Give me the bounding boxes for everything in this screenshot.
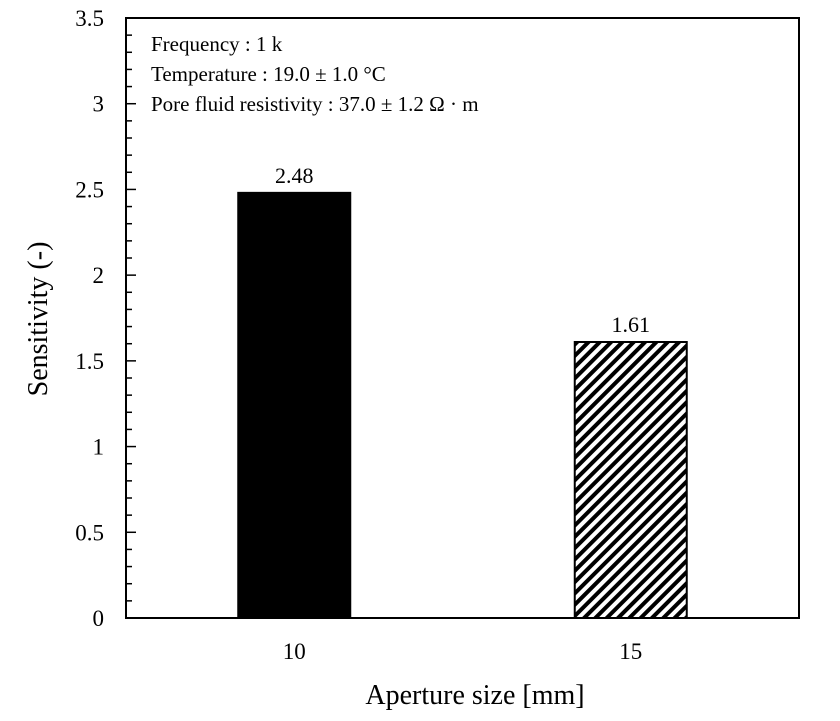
y-tick-label: 0.5 <box>75 520 104 545</box>
y-tick-label: 3 <box>93 92 105 117</box>
annotation-frequency: Frequency : 1 k <box>151 32 283 56</box>
plot-border <box>125 17 800 619</box>
x-tick-label-10: 10 <box>283 639 306 664</box>
annotation-pore-fluid-resistivity: Pore fluid resistivity : 37.0 ± 1.2 Ω · … <box>151 92 479 116</box>
data-label-15: 1.61 <box>612 312 651 337</box>
y-axis-ticks: 0 0.5 1 1.5 2 2.5 3 3.5 <box>75 6 136 631</box>
annotation-box: Frequency : 1 k Temperature : 19.0 ± 1.0… <box>151 32 479 116</box>
bar-10 <box>237 191 352 619</box>
y-tick-label: 2.5 <box>75 177 104 202</box>
data-label-10: 2.48 <box>275 163 314 188</box>
bar-15 <box>573 341 688 619</box>
y-tick-label: 3.5 <box>75 6 104 31</box>
y-tick-label: 0 <box>93 606 105 631</box>
x-axis-title: Aperture size [mm] <box>365 680 584 711</box>
y-axis-title: Sensitivity (-) <box>23 242 54 397</box>
x-tick-label-15: 15 <box>619 639 642 664</box>
y-tick-label: 2 <box>93 263 105 288</box>
annotation-temperature: Temperature : 19.0 ± 1.0 °C <box>151 62 386 86</box>
plot-frame <box>125 17 800 619</box>
y-tick-label: 1.5 <box>75 349 104 374</box>
bars-group <box>237 191 688 619</box>
labels-group: 2.48 10 1.61 15 <box>275 163 650 664</box>
y-tick-label: 1 <box>93 435 105 460</box>
